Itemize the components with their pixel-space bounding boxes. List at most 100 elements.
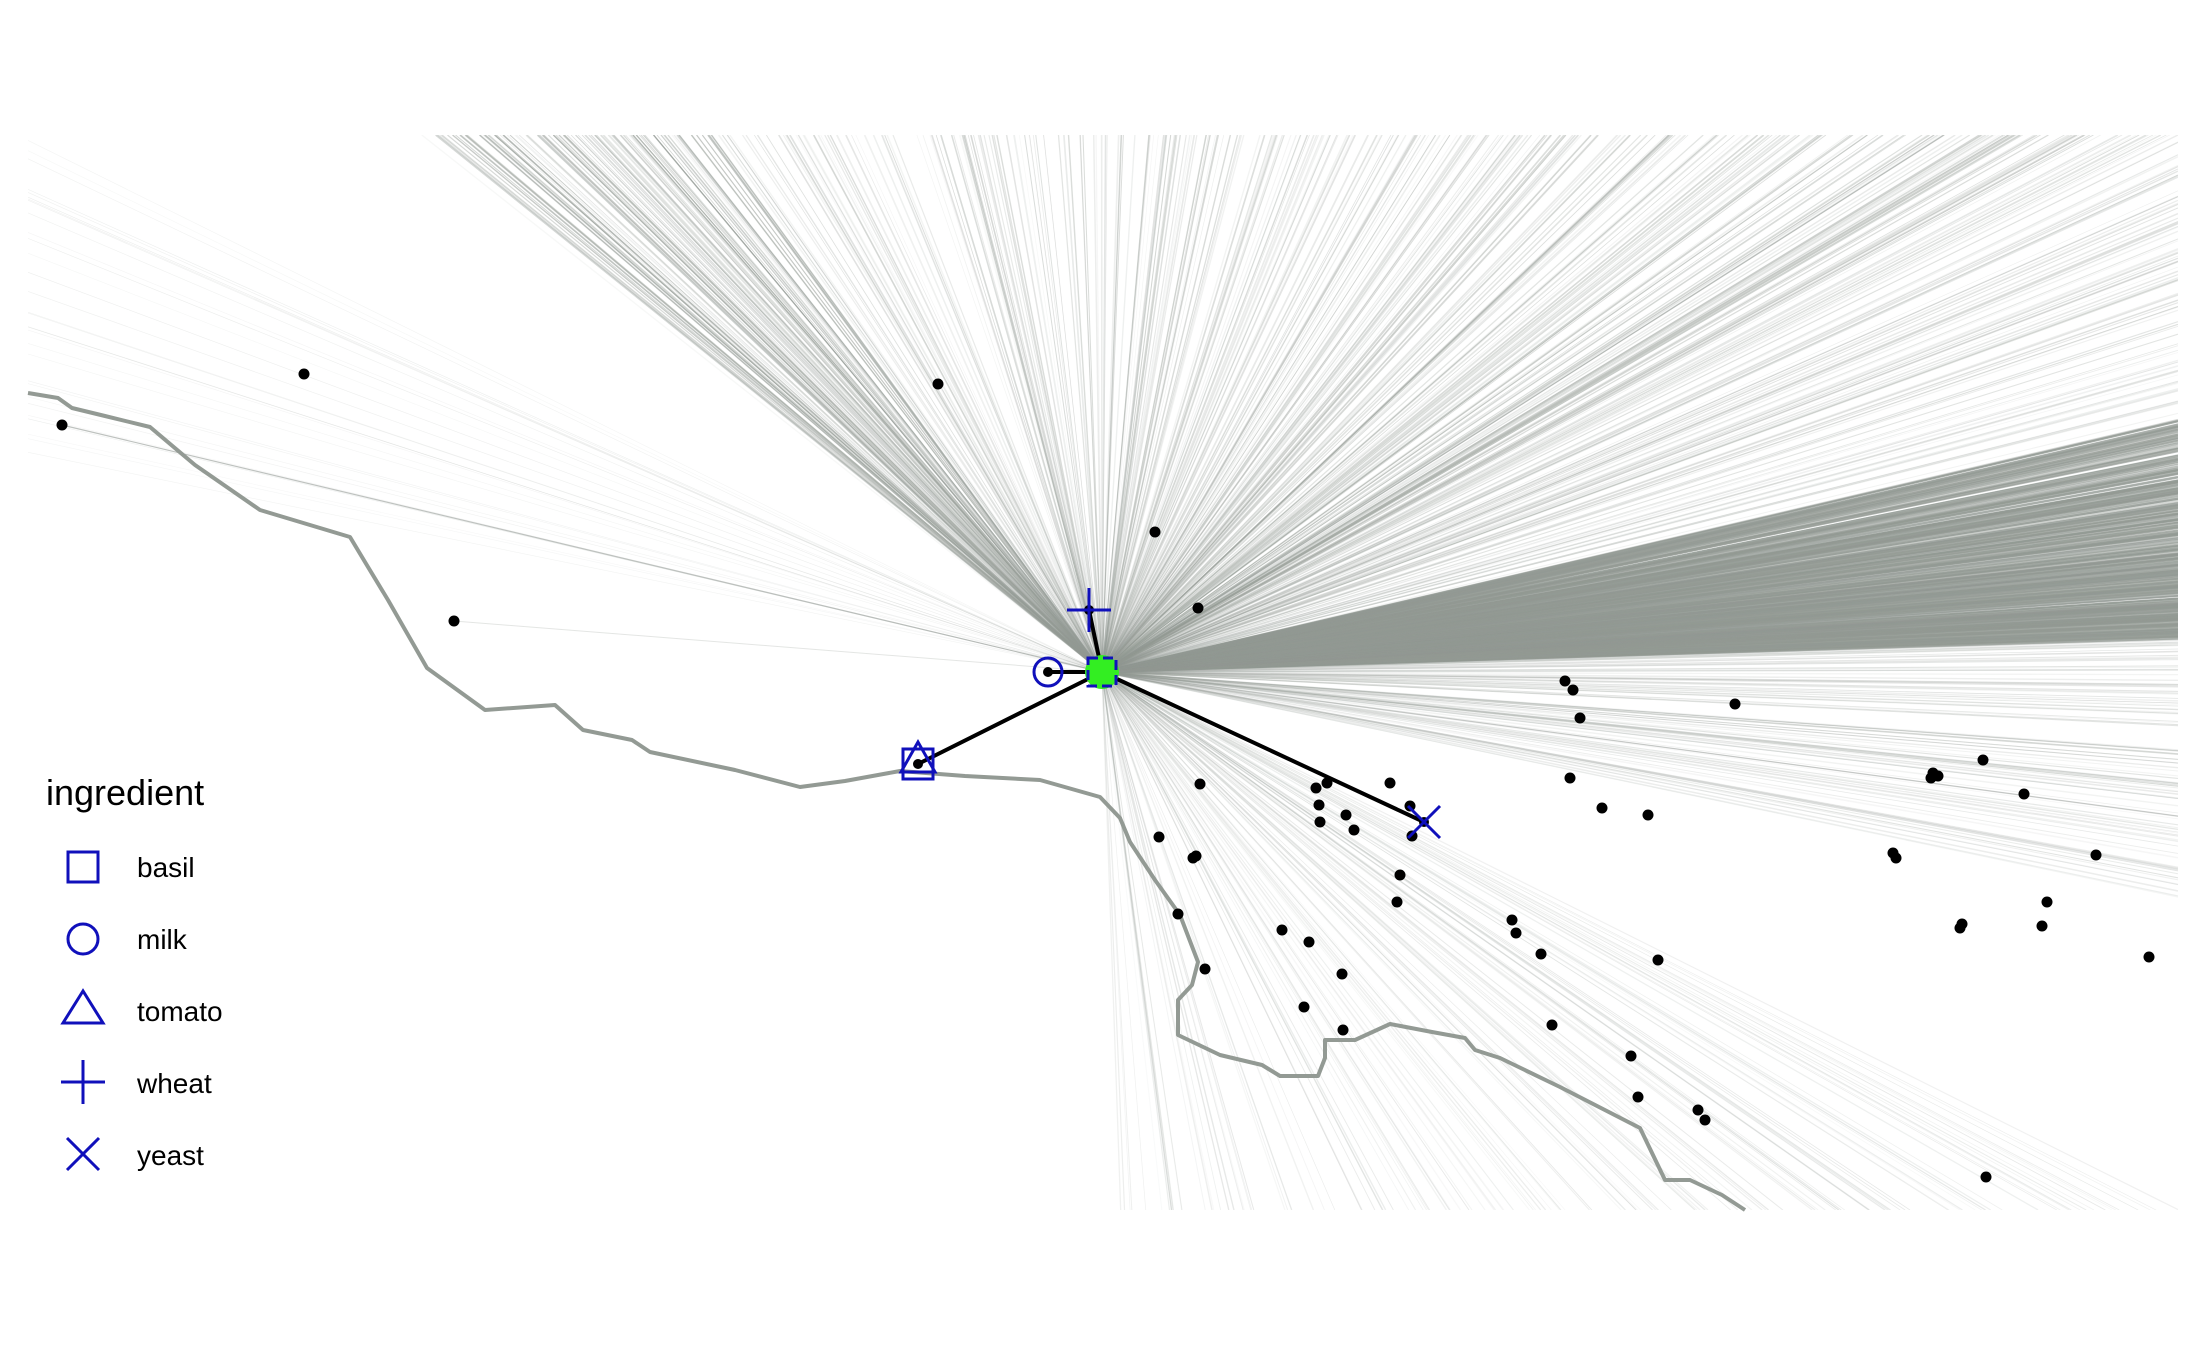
supplier-line [619, 135, 1103, 673]
supplier-line [1101, 543, 2178, 673]
supplier-line [1101, 135, 1266, 673]
supplier-point [1699, 1114, 1711, 1126]
supplier-line [1013, 135, 1103, 673]
supplier-line [1101, 252, 2178, 673]
supplier-line [1063, 135, 1103, 673]
supplier-line [1101, 671, 2178, 764]
supplier-line [1101, 135, 1898, 673]
supplier-line [61, 424, 1103, 673]
supplier-line [1101, 135, 1907, 673]
supplier-line [1101, 521, 2178, 673]
supplier-line [1101, 569, 2178, 673]
supplier-point [1925, 772, 1937, 784]
supplier-line [1101, 135, 2036, 673]
supplier-line [1101, 600, 2178, 673]
supplier-line [1101, 671, 2178, 752]
supplier-line [1101, 671, 2178, 764]
supplier-line [922, 135, 1103, 673]
supplier-line [1101, 671, 1950, 1210]
supplier-line [1101, 135, 2013, 673]
supplier-line [797, 135, 1103, 673]
supplier-line [1101, 135, 1218, 673]
supplier-line [851, 135, 1103, 673]
supplier-line [1101, 518, 2178, 673]
supplier-line [1029, 135, 1103, 673]
supplier-line [663, 135, 1103, 673]
supplier-line [1101, 135, 1177, 673]
supplier-line [28, 452, 1103, 673]
supplier-line [1101, 611, 2178, 673]
supplier-point [1149, 526, 1161, 538]
coastline [27, 391, 1747, 1212]
supplier-line [1101, 135, 1819, 673]
supplier-line [1101, 570, 2178, 673]
supplier-line [1101, 458, 2178, 673]
supplier-line [1101, 135, 2006, 673]
supplier-line [1101, 135, 1935, 673]
supplier-line [1101, 671, 2178, 688]
supplier-line [1101, 135, 1150, 673]
supplier-line [1101, 671, 1766, 1210]
supplier-line [1101, 537, 2178, 673]
supplier-line [1101, 135, 1631, 673]
supplier-line [1101, 671, 2178, 722]
supplier-line [1101, 671, 1839, 1210]
supplier-line [1101, 135, 1239, 673]
supplier-line [1101, 577, 2178, 673]
supplier-line [1101, 671, 1892, 1210]
supplier-point [1192, 602, 1204, 614]
supplier-line [1101, 600, 2178, 673]
supplier-line [1101, 135, 1487, 673]
supplier-line [1101, 671, 2178, 769]
supplier-line [1101, 671, 2039, 1210]
supplier-line [1101, 207, 2178, 673]
supplier-line [1101, 424, 2178, 674]
supplier-line [552, 135, 1103, 673]
hub-basil-square-marker [1086, 656, 1118, 688]
supplier-line [798, 135, 1103, 673]
supplier-line [1101, 671, 1325, 1210]
supplier-line [1101, 135, 1472, 673]
supplier-line [1101, 606, 2178, 673]
supplier-line [28, 326, 1103, 673]
supplier-line [1101, 610, 2178, 673]
supplier-line [1101, 135, 1759, 673]
supplier-line [1101, 671, 1383, 1210]
supplier-line [1101, 135, 1243, 673]
supplier-line [1101, 135, 1864, 673]
supplier-line [1101, 553, 2178, 673]
supplier-line [1101, 671, 1255, 1210]
supplier-line [1101, 176, 2178, 673]
supplier-point [1394, 869, 1406, 881]
supplier-point [1632, 1091, 1644, 1103]
supplier-line [1101, 671, 1183, 1210]
supplier-line [1101, 370, 2178, 673]
supplier-point [1199, 963, 1211, 975]
supplier-line [1101, 671, 1534, 1210]
supplier-line [1101, 447, 2178, 673]
supplier-line [1101, 257, 2178, 673]
supplier-line [970, 135, 1103, 673]
supplier-line [1101, 135, 1472, 673]
supplier-point [1729, 698, 1741, 710]
supplier-line [1101, 576, 2178, 673]
supplier-line [1101, 349, 2178, 673]
supplier-line [1101, 671, 2178, 702]
supplier-line [1101, 503, 2178, 673]
supplier-line [1101, 671, 2178, 833]
supplier-line [1101, 135, 2080, 673]
supplier-line [1101, 671, 1447, 1210]
supplier-line [1101, 135, 2094, 673]
supplier-line [1101, 135, 1548, 673]
supplier-line [1101, 671, 1657, 1210]
supplier-line [1101, 135, 2073, 673]
supplier-line [1101, 135, 2049, 673]
supplier-line [1101, 278, 2178, 673]
supplier-line [1032, 135, 1103, 673]
supplier-line [1101, 671, 2095, 1210]
supplier-line [1101, 671, 1497, 1210]
supplier-line [28, 383, 1103, 673]
supplier-line [1101, 135, 1935, 673]
supplier-line [1101, 671, 1473, 1210]
supplier-line [1101, 546, 2178, 673]
